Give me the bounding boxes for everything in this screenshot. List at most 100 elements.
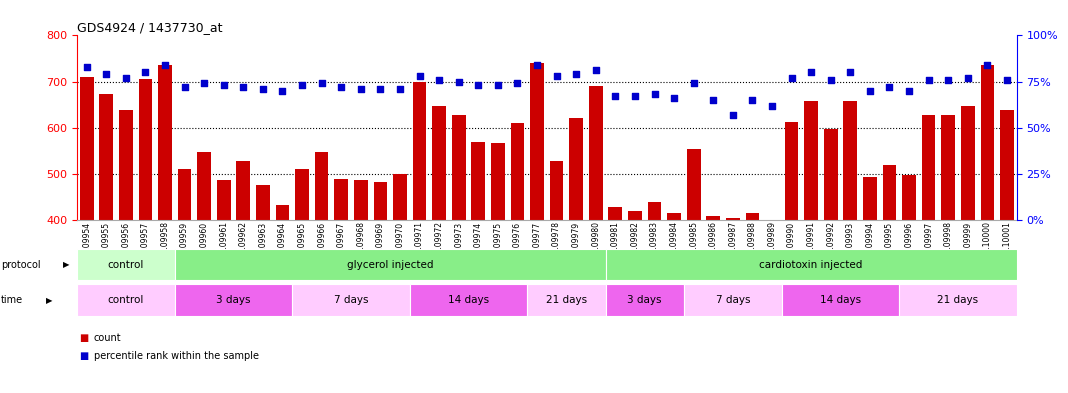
Point <box>842 69 859 75</box>
Point <box>822 77 839 83</box>
Point <box>509 80 527 86</box>
Point <box>548 73 565 79</box>
Text: 21 days: 21 days <box>546 295 587 305</box>
Bar <box>668 213 681 393</box>
Bar <box>354 180 367 393</box>
Bar <box>412 82 426 393</box>
Text: GDS4924 / 1437730_at: GDS4924 / 1437730_at <box>77 21 222 34</box>
Point <box>137 69 154 75</box>
Point <box>881 84 898 90</box>
Point <box>607 93 624 99</box>
Bar <box>471 141 485 393</box>
Point <box>352 86 370 92</box>
Point <box>626 93 643 99</box>
Point <box>273 88 290 94</box>
Point <box>743 97 760 103</box>
Text: control: control <box>108 260 144 270</box>
Point <box>665 95 682 101</box>
Bar <box>315 152 329 393</box>
Bar <box>198 152 211 393</box>
Bar <box>606 285 684 316</box>
Bar <box>276 205 289 393</box>
Text: ▶: ▶ <box>63 260 69 269</box>
Point <box>920 77 938 83</box>
Point <box>568 71 585 77</box>
Bar <box>530 63 544 393</box>
Bar <box>393 174 407 393</box>
Bar <box>922 115 936 393</box>
Bar <box>588 86 602 393</box>
Bar <box>628 211 642 393</box>
Point <box>391 86 408 92</box>
Bar <box>765 243 779 393</box>
Point <box>940 77 957 83</box>
Bar <box>606 249 1017 280</box>
Bar <box>823 129 837 393</box>
Text: 7 days: 7 days <box>716 295 750 305</box>
Text: control: control <box>108 295 144 305</box>
Bar <box>217 180 231 393</box>
Bar <box>99 94 113 393</box>
Text: ■: ■ <box>79 333 89 343</box>
Text: protocol: protocol <box>1 260 41 270</box>
Bar <box>785 122 799 393</box>
Bar <box>550 162 564 393</box>
Bar <box>961 106 975 393</box>
Point <box>78 64 95 70</box>
Point <box>195 80 213 86</box>
Bar <box>511 123 524 393</box>
Bar <box>980 65 994 393</box>
Point <box>216 82 233 88</box>
Point <box>411 73 428 79</box>
Point <box>294 82 311 88</box>
Bar <box>374 182 388 393</box>
Bar <box>863 177 877 393</box>
Point <box>587 67 604 73</box>
Text: 3 days: 3 days <box>628 295 662 305</box>
Bar <box>293 285 410 316</box>
Text: 14 days: 14 days <box>820 295 861 305</box>
Bar <box>745 213 759 393</box>
Point <box>705 97 722 103</box>
Bar <box>334 178 348 393</box>
Bar <box>804 101 818 393</box>
Point <box>372 86 389 92</box>
Point <box>861 88 878 94</box>
Point <box>999 77 1016 83</box>
Bar <box>882 165 896 393</box>
Bar <box>899 285 1017 316</box>
Point <box>117 75 135 81</box>
Text: 14 days: 14 days <box>447 295 489 305</box>
Bar <box>139 79 153 393</box>
Point <box>686 80 703 86</box>
Bar <box>782 285 899 316</box>
Text: percentile rank within the sample: percentile rank within the sample <box>94 351 258 361</box>
Bar <box>902 175 916 393</box>
Point <box>783 75 800 81</box>
Bar <box>295 169 309 393</box>
Bar <box>410 285 528 316</box>
Point <box>430 77 447 83</box>
Bar <box>177 169 191 393</box>
Point <box>764 103 781 109</box>
Point <box>978 62 995 68</box>
Point <box>156 62 173 68</box>
Point <box>451 79 468 85</box>
Point <box>254 86 271 92</box>
Point <box>470 82 487 88</box>
Bar <box>119 110 132 393</box>
Bar <box>687 149 701 393</box>
Text: ■: ■ <box>79 351 89 361</box>
Text: glycerol injected: glycerol injected <box>347 260 434 270</box>
Text: 21 days: 21 days <box>938 295 978 305</box>
Point <box>98 71 115 77</box>
Bar <box>433 106 446 393</box>
Text: time: time <box>1 295 23 305</box>
Point <box>803 69 820 75</box>
Bar <box>941 115 955 393</box>
Bar <box>77 249 175 280</box>
Bar <box>80 77 94 393</box>
Bar <box>158 65 172 393</box>
Bar <box>1000 110 1014 393</box>
Text: 7 days: 7 days <box>334 295 368 305</box>
